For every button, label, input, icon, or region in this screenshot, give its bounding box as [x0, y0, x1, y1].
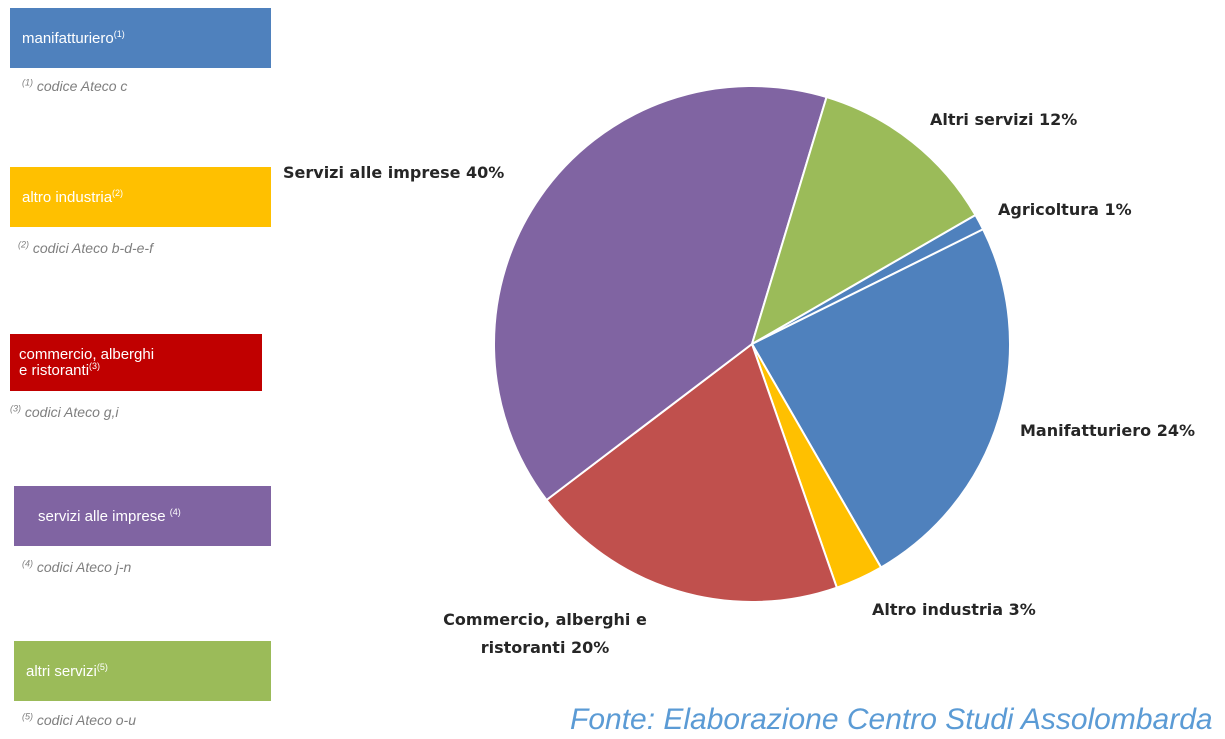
pie-label-servizi-alle-imprese: Servizi alle imprese 40%: [283, 163, 504, 182]
pie-slice-manifatturiero: [750, 227, 1011, 569]
pie-slice-altri-servizi: [750, 95, 977, 347]
legend-label: altri servizi: [26, 662, 97, 680]
legend-box-altro-industria: altro industria(2): [10, 167, 271, 227]
legend-sup: (2): [112, 187, 124, 198]
legend-sup: (3): [89, 360, 101, 371]
source-text: Fonte: Elaborazione Centro Studi Assolom…: [570, 703, 1213, 736]
legend-label: commercio, alberghi: [19, 345, 155, 363]
legend-box-commercio: commercio, alberghi e ristoranti(3): [10, 334, 262, 391]
pie-label-altri-servizi: Altri servizi 12%: [930, 110, 1077, 129]
pie-label-agricoltura: Agricoltura 1%: [998, 200, 1132, 219]
pie-label-altro-industria: Altro industria 3%: [872, 600, 1036, 619]
legend-sup: (4): [169, 506, 181, 517]
legend-box-servizi-imprese: servizi alle imprese (4): [14, 486, 271, 546]
pie-label-manifatturiero: Manifatturiero 24%: [1020, 421, 1195, 440]
legend-box-manifatturiero: manifatturiero(1): [10, 8, 271, 68]
legend-label-2: e ristoranti: [19, 361, 90, 379]
legend-footnote-4: (4) codici Ateco j-n: [22, 558, 132, 575]
legend-label: altro industria: [22, 188, 113, 206]
pie-label-commercio-alberghi-e-ristoranti: Commercio, alberghi e ristoranti 20%: [443, 610, 647, 657]
legend-box-altri-servizi: altri servizi(5): [14, 641, 271, 701]
legend-footnote-2: (2) codici Ateco b-d-e-f: [18, 239, 153, 256]
legend-label: manifatturiero: [22, 29, 114, 47]
pie-slice-commercio-alberghi-e-ristoranti: [545, 342, 839, 603]
legend-label: servizi alle imprese: [38, 507, 170, 525]
legend-footnote-3: (3) codici Ateco g,i: [10, 403, 119, 420]
legend-sup: (5): [96, 661, 108, 672]
legend-footnote-5: (5) codici Ateco o-u: [22, 711, 136, 728]
legend-sup: (1): [113, 28, 125, 39]
legend-footnote-1: (1) codice Ateco c: [22, 77, 128, 94]
pie-slice-servizi-alle-imprese: [493, 85, 828, 502]
